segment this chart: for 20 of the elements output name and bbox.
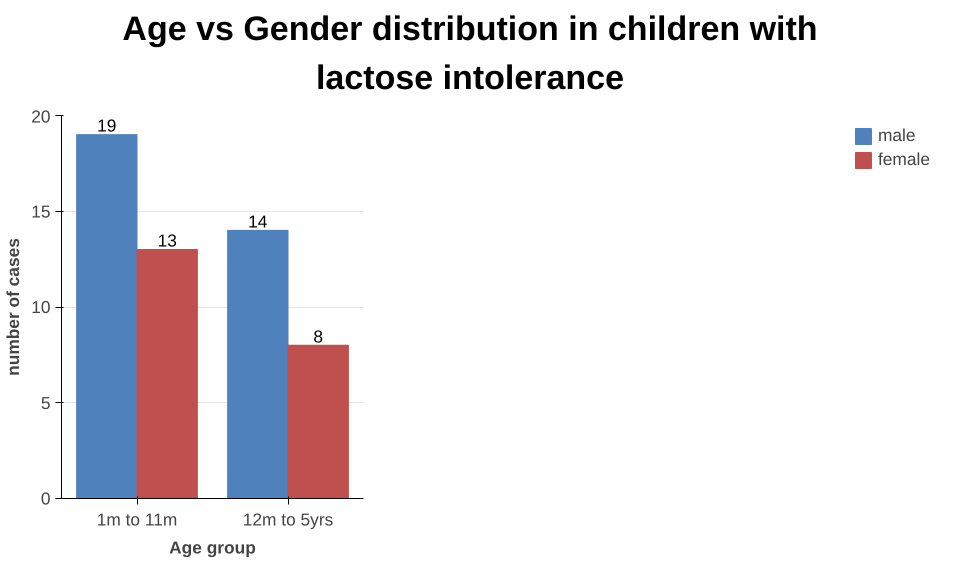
bar — [227, 230, 288, 498]
data-label: 13 — [158, 230, 177, 251]
y-tick-label: 20 — [31, 106, 51, 126]
y-tick-label: 5 — [40, 392, 51, 413]
bar — [288, 344, 349, 498]
y-axis-title: number of cases — [3, 238, 24, 376]
bar — [136, 249, 198, 498]
data-label: 19 — [97, 116, 116, 136]
x-tick-label: 1m to 11m — [96, 510, 178, 530]
text: Age vs Gender distribution in children with lactose intolerance — [121, 9, 819, 99]
y-tick-label: 0 — [40, 488, 51, 508]
data-label: 8 — [313, 326, 324, 346]
legend-label: male — [878, 125, 916, 146]
x-axis-title: Age group — [169, 538, 256, 558]
x-tick-label: 12m to 5yrs — [242, 510, 334, 530]
bar — [76, 134, 138, 498]
data-label: 14 — [248, 211, 268, 232]
y-tick-label: 15 — [31, 201, 51, 222]
y-tick-label: 10 — [31, 297, 51, 317]
legend-label: female — [878, 149, 930, 170]
